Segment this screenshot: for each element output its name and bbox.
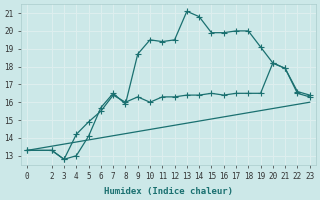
X-axis label: Humidex (Indice chaleur): Humidex (Indice chaleur) (104, 187, 233, 196)
